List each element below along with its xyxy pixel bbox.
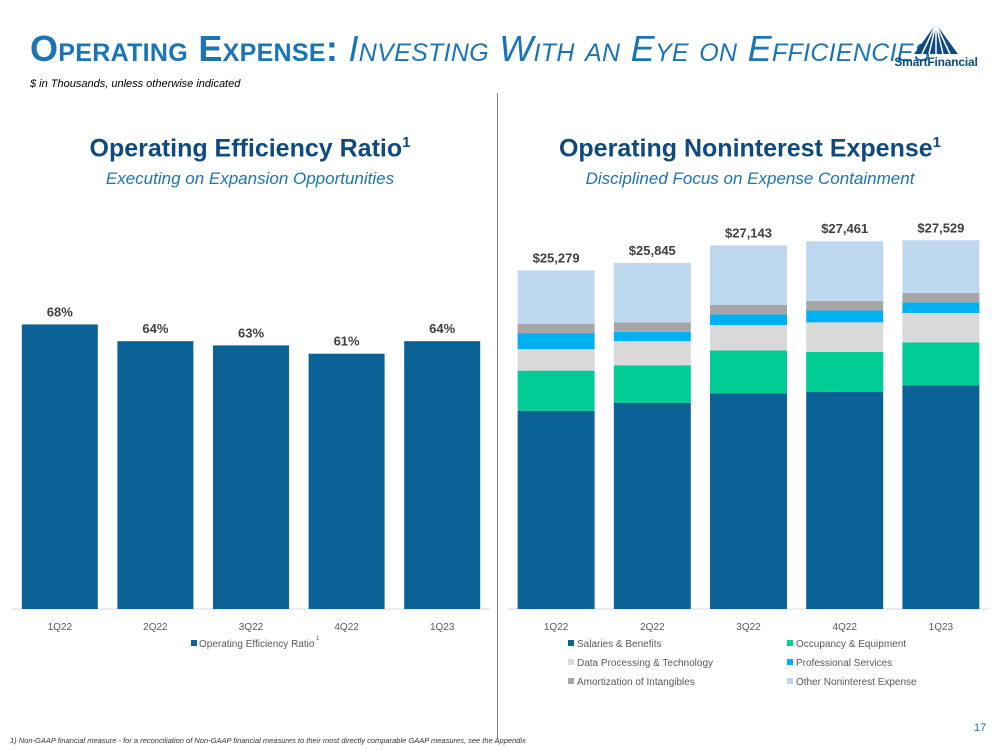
page-title-sub: Investing With an Eye on Efficiencies [348,28,931,69]
units-note: $ in Thousands, unless otherwise indicat… [30,78,241,90]
logo-text: SmartFinancial [894,55,978,69]
left-legend-sup: 1 [316,636,320,642]
left-x-tick-label: 4Q22 [334,622,359,633]
company-logo: SmartFinancial [884,22,988,72]
right-panel-subtitle: Disciplined Focus on Expense Containment [585,169,915,188]
left-legend-label: Operating Efficiency Ratio [199,639,315,650]
left-x-tick-label: 1Q23 [430,622,455,633]
left-panel-title-sup: 1 [402,134,411,151]
right-panel-title: Operating Noninterest Expense1 [505,134,995,163]
right-panel-title-sup: 1 [932,134,942,151]
efficiency-bar [404,341,481,609]
efficiency-data-label: 68% [47,304,73,319]
logo-mark-icon [914,23,958,55]
efficiency-data-label: 64% [142,321,168,336]
page-number: 17 [974,722,987,734]
efficiency-data-label: 61% [334,334,360,349]
left-x-tick-label: 2Q22 [143,622,168,633]
efficiency-bar [308,353,385,609]
left-panel-title: Operating Efficiency Ratio1 [10,134,490,163]
left-panel-title-text: Operating Efficiency Ratio [89,134,403,163]
page-title-main: Operating Expense: [30,28,339,69]
footnote: 1) Non-GAAP financial measure - for a re… [10,736,526,745]
left-x-tick-label: 1Q22 [48,622,73,633]
efficiency-data-label: 64% [429,321,455,336]
efficiency-bar [21,324,98,609]
left-x-tick-label: 3Q22 [239,622,264,633]
right-panel-title-text: Operating Noninterest Expense [558,134,933,163]
efficiency-data-label: 63% [238,325,264,340]
left-legend-swatch [191,640,197,646]
efficiency-bar [117,341,194,609]
efficiency-bar [213,345,289,609]
page-title: Operating Expense: Investing With an Eye… [30,28,931,70]
panel-divider [497,93,498,738]
left-panel-subtitle: Executing on Expansion Opportunities [105,169,395,188]
